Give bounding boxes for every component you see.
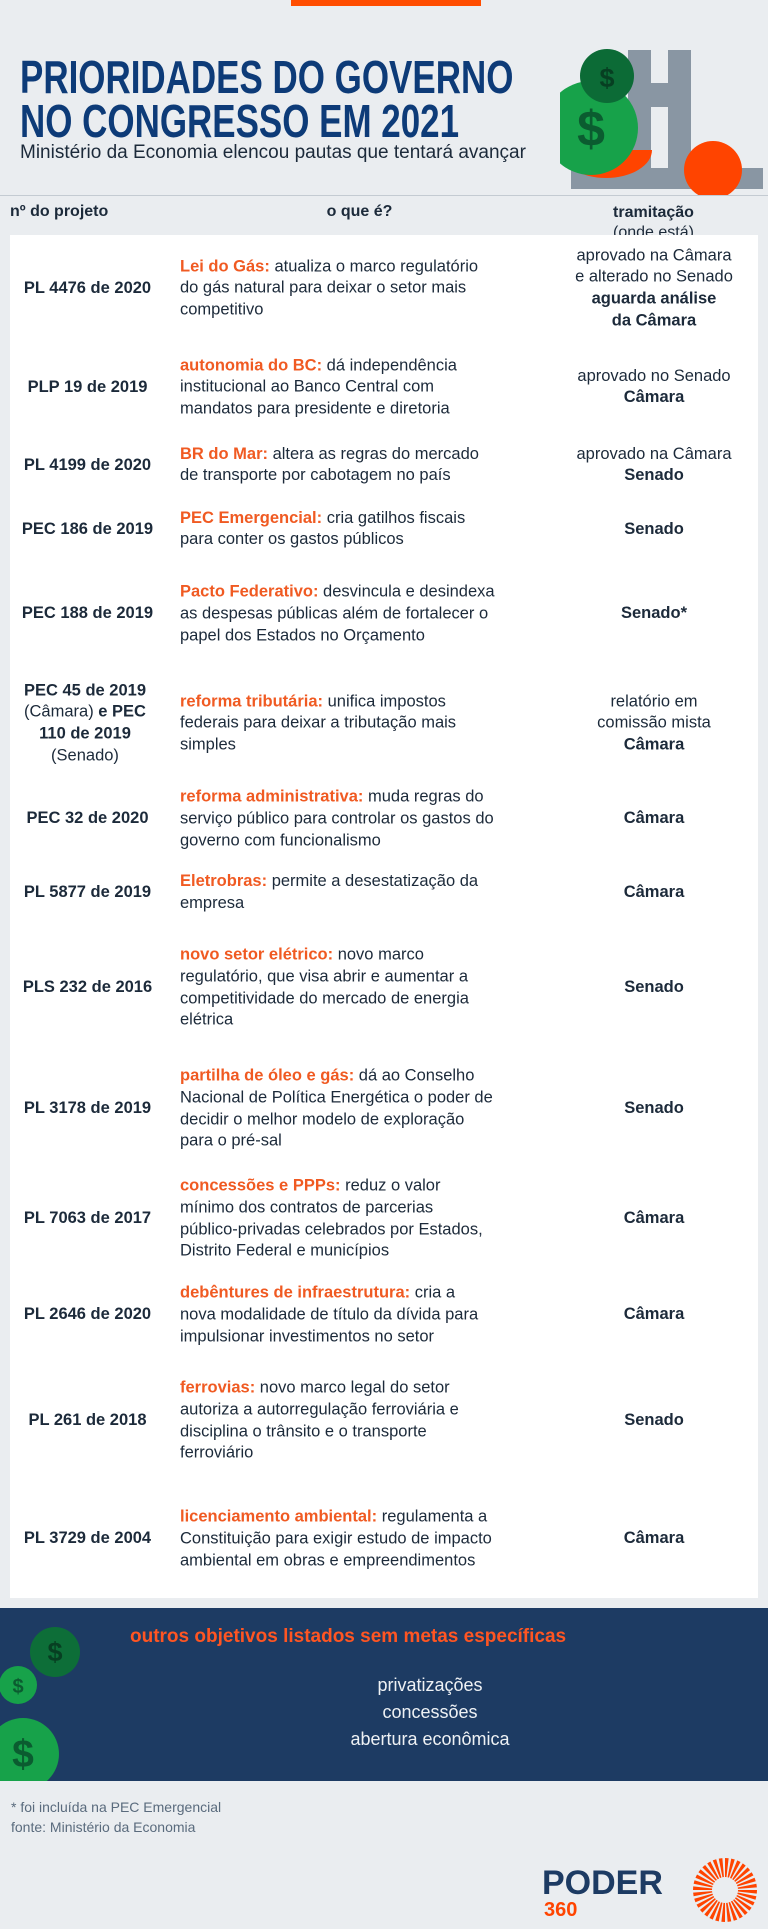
svg-text:$: $ [12,1676,23,1698]
svg-text:$: $ [12,1733,34,1776]
svg-text:$: $ [577,101,605,157]
svg-text:PODER: PODER [542,1864,663,1902]
svg-text:360: 360 [544,1899,577,1920]
svg-text:$: $ [599,63,614,93]
svg-text:$: $ [47,1637,62,1667]
